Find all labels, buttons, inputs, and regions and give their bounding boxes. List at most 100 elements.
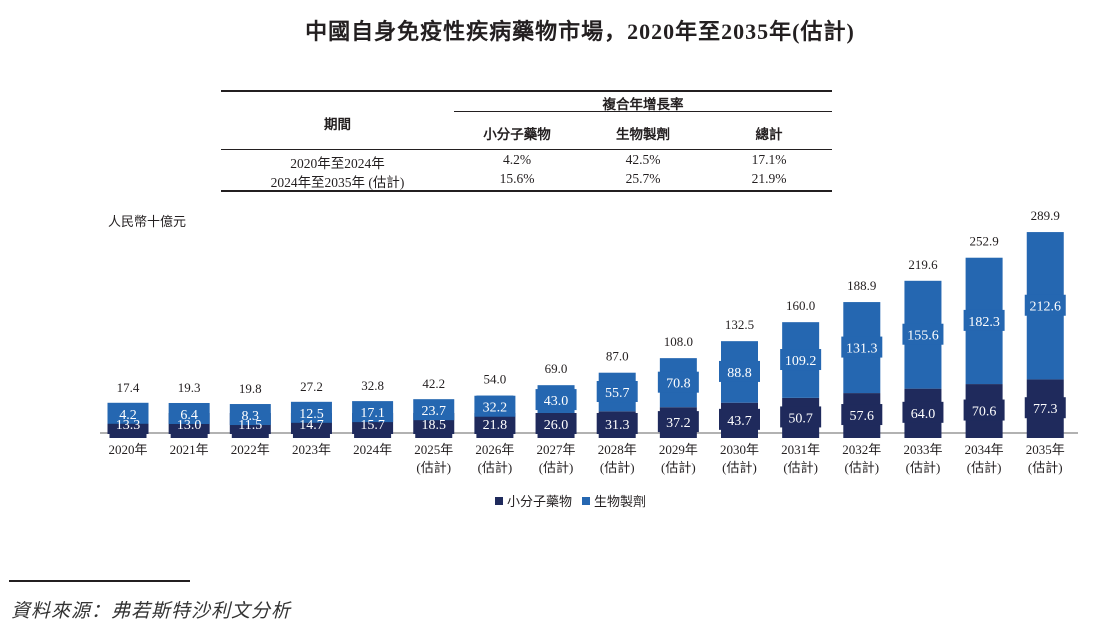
data-label-small-molecule: 21.8 [483, 418, 508, 433]
table-col-header: 生物製劑 [616, 127, 670, 142]
table-col-header: 總計 [755, 127, 783, 142]
data-label-small-molecule: 13.3 [116, 418, 141, 433]
data-label-small-molecule: 31.3 [605, 418, 630, 433]
x-tick-label: 2022年 [231, 442, 270, 457]
data-label-total: 19.8 [239, 381, 262, 396]
x-tick-label: 2027年 [537, 442, 576, 457]
bar-label-box-small-molecule [657, 411, 699, 433]
data-label-biologics: 8.3 [242, 409, 260, 424]
data-label-total: 289.9 [1031, 208, 1060, 223]
bar-label-box-small-molecule [596, 413, 638, 434]
bar-label-box-biologics [1024, 294, 1066, 316]
data-label-small-molecule: 15.7 [360, 418, 385, 433]
x-tick-label-estimate: (估計) [783, 460, 818, 475]
data-label-total: 252.9 [969, 234, 998, 249]
bar-label-box-small-molecule [963, 399, 1005, 421]
x-tick-label: 2030年 [720, 442, 759, 457]
data-label-biologics: 12.5 [299, 407, 324, 422]
data-label-total: 17.4 [117, 380, 140, 395]
x-tick-label: 2034年 [965, 442, 1004, 457]
bar-label-box-small-molecule [902, 401, 944, 423]
data-label-small-molecule: 64.0 [911, 407, 936, 422]
table-group-header: 複合年增長率 [602, 97, 684, 112]
footnote-rule [9, 580, 190, 582]
x-tick-label: 2032年 [842, 442, 881, 457]
legend-label: 生物製劑 [594, 494, 647, 509]
x-tick-label: 2028年 [598, 442, 637, 457]
data-label-biologics: 17.1 [360, 406, 385, 421]
data-label-biologics: 6.4 [180, 408, 198, 423]
bar-label-box-biologics [107, 402, 149, 424]
data-label-biologics: 155.6 [907, 329, 939, 344]
x-tick-label: 2029年 [659, 442, 698, 457]
x-tick-label-estimate: (估計) [844, 460, 879, 475]
data-label-small-molecule: 37.2 [666, 416, 691, 431]
data-label-small-molecule: 11.5 [238, 418, 262, 433]
data-label-total: 27.2 [300, 379, 323, 394]
table-cell: 15.6% [499, 171, 535, 186]
legend-item-biologics: 生物製劑 [582, 491, 646, 510]
data-label-biologics: 131.3 [846, 342, 878, 357]
bar-label-box-biologics [780, 349, 822, 371]
data-label-biologics: 70.8 [666, 377, 691, 392]
x-tick-label: 2023年 [292, 442, 331, 457]
data-label-small-molecule: 50.7 [788, 411, 813, 426]
table-cell: 21.9% [751, 171, 787, 186]
table-cell: 42.5% [625, 152, 661, 167]
data-label-small-molecule: 26.0 [544, 418, 569, 433]
x-tick-label-estimate: (估計) [478, 460, 513, 475]
data-label-biologics: 4.2 [119, 408, 137, 423]
data-label-biologics: 23.7 [422, 404, 447, 419]
data-label-total: 108.0 [664, 334, 693, 349]
bar-label-box-biologics [535, 389, 577, 411]
bar-label-box-biologics [168, 402, 210, 424]
table-cell: 25.7% [625, 171, 661, 186]
table-cell: 4.2% [502, 152, 532, 167]
x-tick-label-estimate: (估計) [1028, 460, 1063, 475]
bar-label-box-biologics [229, 404, 271, 426]
data-label-biologics: 109.2 [785, 354, 817, 369]
table-top-rule [221, 90, 832, 92]
bar-label-box-biologics [290, 401, 332, 423]
bar-label-box-biologics [902, 323, 944, 345]
bar-label-box-biologics [352, 401, 394, 423]
x-tick-label: 2021年 [170, 442, 209, 457]
data-label-biologics: 32.2 [483, 401, 508, 416]
legend-label: 小分子藥物 [507, 494, 573, 509]
data-label-small-molecule: 43.7 [727, 414, 752, 429]
data-label-small-molecule: 57.6 [850, 409, 875, 424]
data-label-total: 19.3 [178, 380, 201, 395]
table-row-period: 2020年至2024年 [290, 156, 385, 171]
data-label-total: 188.9 [847, 278, 876, 293]
data-label-small-molecule: 70.6 [972, 405, 997, 420]
bar-label-box-small-molecule [780, 406, 822, 428]
table-header-rule [221, 149, 832, 150]
x-tick-label-estimate: (估計) [539, 460, 574, 475]
data-label-total: 32.8 [361, 378, 384, 393]
bar-label-box-biologics [719, 360, 760, 382]
x-tick-label: 2024年 [353, 442, 392, 457]
bar-label-box-biologics [963, 309, 1005, 331]
bar-label-box-small-molecule [841, 404, 883, 426]
data-label-small-molecule: 13.0 [177, 418, 202, 433]
bar-label-box-small-molecule [474, 413, 516, 434]
x-tick-label: 2026年 [475, 442, 514, 457]
x-tick-label-estimate: (估計) [722, 460, 757, 475]
data-label-total: 132.5 [725, 317, 754, 332]
bar-label-box-biologics [841, 336, 883, 358]
table-group-rule [454, 111, 832, 112]
bar-label-box-small-molecule [1024, 397, 1066, 419]
x-tick-label-estimate: (估計) [600, 460, 635, 475]
bar-label-box-biologics [657, 371, 699, 393]
x-tick-label: 2031年 [781, 442, 820, 457]
table-period-header: 期間 [324, 117, 351, 132]
legend-swatch-biologics [582, 496, 591, 505]
data-label-total: 69.0 [545, 361, 568, 376]
table-col-header: 小分子藥物 [483, 127, 551, 142]
data-label-small-molecule: 14.7 [299, 418, 324, 433]
data-label-biologics: 212.6 [1030, 300, 1062, 315]
data-label-small-molecule: 18.5 [422, 418, 447, 433]
data-label-total: 87.0 [606, 349, 629, 364]
data-label-biologics: 43.0 [544, 394, 569, 409]
x-tick-label: 2033年 [903, 442, 942, 457]
